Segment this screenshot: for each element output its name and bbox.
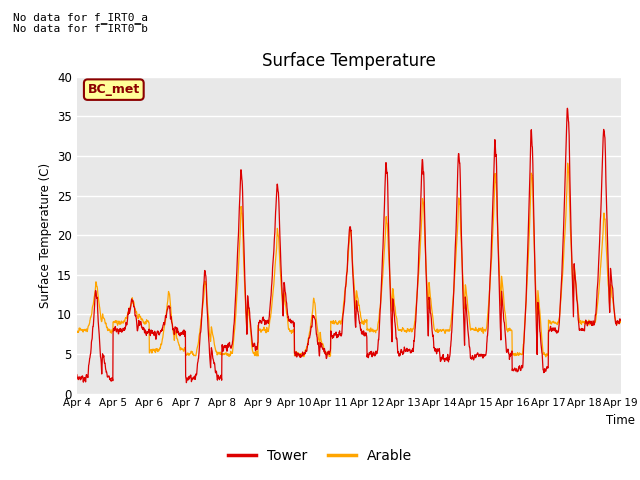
Legend: Tower, Arable: Tower, Arable (223, 443, 417, 468)
Text: No data for f_IRT0_a: No data for f_IRT0_a (13, 12, 148, 23)
Text: No data for f̅IRT0̅b: No data for f̅IRT0̅b (13, 24, 148, 34)
Title: Surface Temperature: Surface Temperature (262, 52, 436, 70)
Text: BC_met: BC_met (88, 83, 140, 96)
Y-axis label: Surface Temperature (C): Surface Temperature (C) (38, 163, 51, 308)
X-axis label: Time: Time (606, 414, 636, 427)
